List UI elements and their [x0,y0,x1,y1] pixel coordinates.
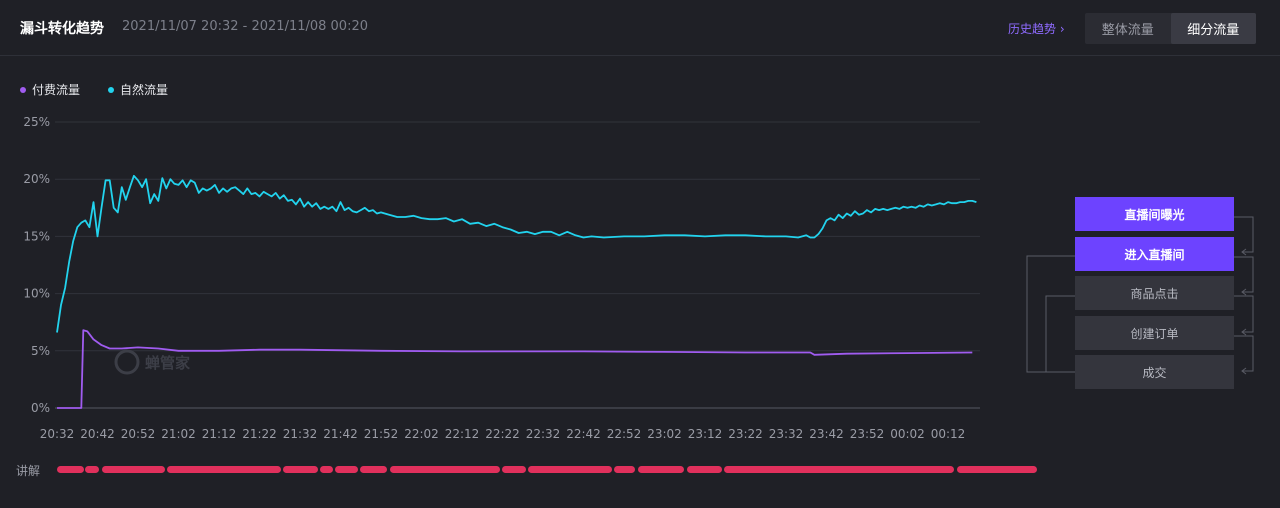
x-tick-label: 22:12 [445,427,480,441]
legend-dot-natural [108,86,115,93]
arrow-left-icon [1241,288,1247,296]
arrow-left-icon [1241,248,1247,256]
x-tick-label: 21:42 [323,427,358,441]
x-tick-label: 00:02 [890,427,925,441]
tab-segmented-traffic[interactable]: 细分流量 [1170,13,1256,44]
history-trend-link[interactable]: 历史趋势 › [1008,20,1065,37]
x-tick-label: 23:52 [850,427,885,441]
explain-segment [335,466,358,473]
explain-segment [57,466,84,473]
funnel-connector [1045,295,1075,373]
explain-segment [320,466,333,473]
explain-segment [502,466,526,473]
x-tick-label: 21:32 [283,427,318,441]
explain-segment [390,466,500,473]
history-trend-label: 历史趋势 [1008,22,1057,36]
funnel-step-create-order[interactable]: 创建订单 [1075,316,1234,350]
x-tick-label: 21:02 [161,427,196,441]
arrow-left-icon [1241,367,1247,375]
explain-label: 讲解 [16,463,40,478]
x-tick-label: 22:22 [485,427,520,441]
x-tick-label: 21:52 [364,427,399,441]
explain-segment [528,466,612,473]
x-tick-label: 23:42 [809,427,844,441]
explain-segment [957,466,1037,473]
legend-label-paid: 付费流量 [32,83,81,97]
explain-segment [724,466,954,473]
funnel-step-deal[interactable]: 成交 [1075,355,1234,389]
explain-segment [102,466,165,473]
series-line-paid [57,329,973,409]
legend-item-paid[interactable]: 付费流量 [20,81,80,98]
explain-segment [638,466,684,473]
x-tick-label: 23:22 [728,427,763,441]
funnel-step-exposure[interactable]: 直播间曝光 [1075,197,1234,231]
watermark-logo-icon [114,349,140,375]
y-tick-label: 15% [23,229,50,243]
legend-dot-paid [20,86,26,93]
legend-item-natural[interactable]: 自然流量 [108,81,168,98]
x-tick-label: 21:12 [202,427,237,441]
explain-segment [283,466,318,473]
y-tick-label: 20% [23,172,50,186]
chevron-right-icon: › [1059,22,1065,36]
series-line-natural [56,174,977,333]
y-tick-label: 10% [23,287,50,301]
explain-segment [360,466,387,473]
chart-legend: 付费流量 自然流量 [20,81,168,98]
funnel-connector [1234,256,1254,293]
x-tick-label: 20:42 [80,427,115,441]
tab-overall-traffic[interactable]: 整体流量 [1101,23,1154,38]
explain-segment [167,466,281,473]
x-tick-label: 22:32 [526,427,561,441]
funnel-connector [1234,216,1254,253]
funnel-step-product-click[interactable]: 商品点击 [1075,276,1234,310]
header: 漏斗转化趋势 2021/11/07 20:32 - 2021/11/08 00:… [0,0,1280,56]
x-tick-label: 22:52 [607,427,642,441]
explain-segment [614,466,635,473]
date-range: 2021/11/07 20:32 - 2021/11/08 00:20 [122,19,369,34]
x-tick-label: 20:52 [121,427,156,441]
arrow-left-icon [1241,328,1247,336]
y-tick-label: 5% [31,344,50,358]
funnel-connector [1026,255,1075,373]
x-tick-label: 23:02 [647,427,682,441]
traffic-segment-control: 整体流量 细分流量 [1085,13,1256,44]
x-tick-label: 22:02 [404,427,439,441]
x-tick-label: 00:12 [931,427,966,441]
page-title: 漏斗转化趋势 [20,21,104,37]
x-tick-label: 20:32 [40,427,75,441]
funnel-step-enter-room[interactable]: 进入直播间 [1075,237,1234,271]
x-tick-label: 21:22 [242,427,277,441]
x-tick-label: 23:12 [688,427,723,441]
funnel-connector [1234,335,1254,372]
funnel-connector [1234,295,1254,333]
watermark-text: 蝉管家 [145,354,190,372]
explain-segment [85,466,99,473]
legend-label-natural: 自然流量 [120,83,169,97]
x-tick-label: 23:32 [769,427,804,441]
x-tick-label: 22:42 [566,427,601,441]
y-tick-label: 25% [23,115,50,129]
y-tick-label: 0% [31,401,50,415]
explain-segment [687,466,722,473]
